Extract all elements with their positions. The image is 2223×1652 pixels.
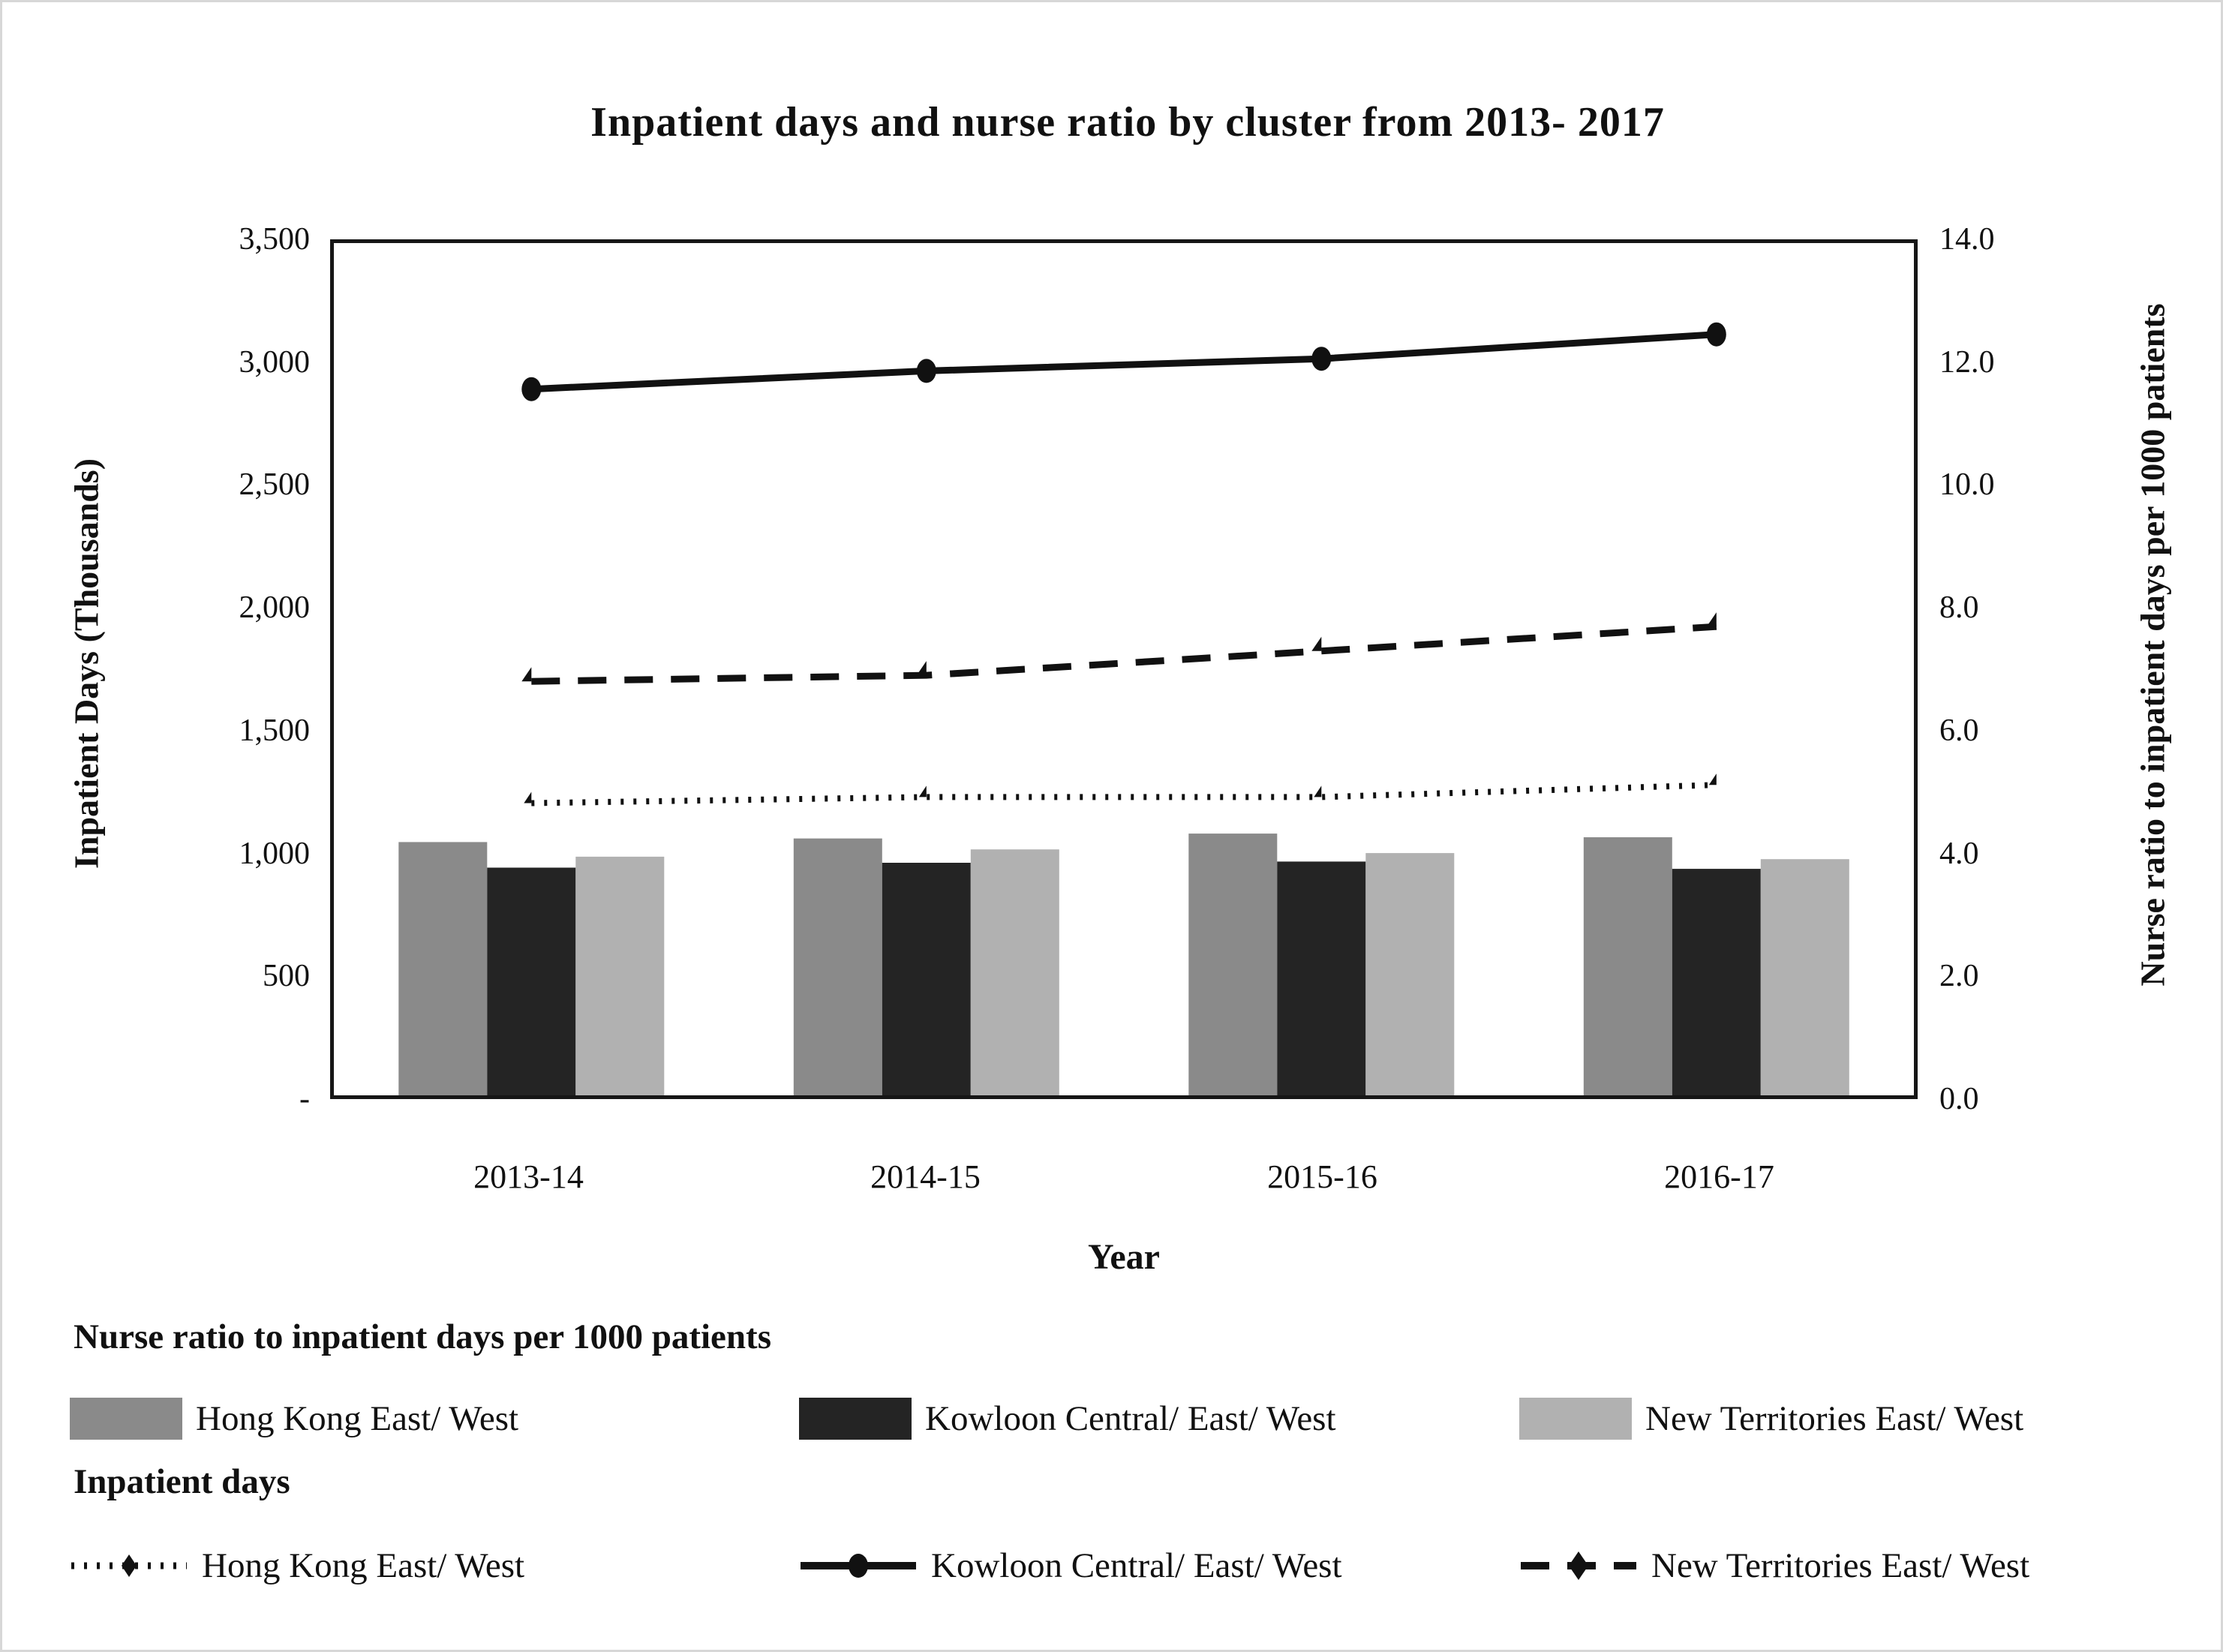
chart-title: Inpatient days and nurse ratio by cluste… — [590, 99, 1665, 146]
left-axis-tick: 2,000 — [239, 590, 311, 626]
legend-item-bars-kowloon: Kowloon Central/ East/ West — [799, 1392, 1336, 1446]
legend-swatch-hk — [70, 1398, 182, 1440]
line-marker — [1706, 612, 1717, 627]
bar-new-territories-east-west-2014-15 — [970, 849, 1059, 1095]
line-marker — [1708, 773, 1717, 785]
line-marker — [122, 1554, 137, 1577]
legend-swatch-nt — [1519, 1398, 1632, 1440]
line-marker — [916, 359, 936, 383]
legend-bars-heading: Nurse ratio to inpatient days per 1000 p… — [74, 1317, 771, 1356]
left-axis-tick: 1,500 — [239, 713, 311, 748]
right-axis-tick: 6.0 — [1939, 713, 1979, 748]
bar-new-territories-east-west-2016-17 — [1760, 859, 1849, 1095]
legend-label: New Territories East/ West — [1651, 1546, 2030, 1585]
legend-item-line-hk: Hong Kong East/ West — [70, 1539, 524, 1593]
right-axis-tick: 14.0 — [1939, 222, 1995, 257]
line-marker — [524, 791, 532, 803]
right-axis-tick: 0.0 — [1939, 1082, 1979, 1116]
line-marker — [1311, 347, 1332, 371]
dashed-line-sample-icon — [1521, 1551, 1636, 1580]
legend-label: Hong Kong East/ West — [202, 1546, 525, 1585]
dotted-line-sample-icon — [71, 1554, 187, 1577]
line-hong-kong-east-west — [531, 782, 1717, 806]
line-marker — [521, 377, 542, 401]
line-marker — [1311, 636, 1322, 651]
legend-swatch-kowloon — [799, 1398, 912, 1440]
line-marker — [1314, 785, 1322, 797]
line-marker — [1706, 322, 1726, 347]
right-axis-title: Nurse ratio to inpatient days per 1000 p… — [2133, 303, 2172, 987]
line-marker — [849, 1554, 868, 1578]
legend-item-line-nt: New Territories East/ West — [1519, 1539, 2029, 1593]
legend-label: Kowloon Central/ East/ West — [925, 1399, 1336, 1438]
chart-canvas — [398, 322, 1849, 1095]
bar-kowloon-central-east-west-2013-14 — [487, 867, 576, 1095]
x-axis-tick: 2016-17 — [1664, 1158, 1774, 1195]
right-axis-tick: 10.0 — [1939, 467, 1995, 503]
bar-hong-kong-east-west-2014-15 — [793, 838, 882, 1095]
line-kowloon-central-east-west — [531, 331, 1717, 393]
legend-item-line-kowloon: Kowloon Central/ East/ West — [799, 1539, 1342, 1593]
bar-hong-kong-east-west-2016-17 — [1583, 837, 1672, 1095]
line-marker — [1569, 1551, 1588, 1580]
right-axis-tick: 8.0 — [1939, 590, 1979, 626]
bar-hong-kong-east-west-2013-14 — [398, 842, 488, 1095]
x-axis-tick: 2015-16 — [1267, 1158, 1377, 1195]
line-marker — [918, 785, 927, 797]
left-axis-tick: - — [299, 1082, 310, 1116]
left-axis-tick: 1,000 — [239, 836, 311, 871]
line-marker — [916, 661, 927, 676]
right-axis-tick: 12.0 — [1939, 344, 1995, 380]
line-marker — [521, 667, 532, 682]
legend-item-bars-nt: New Territories East/ West — [1519, 1392, 2023, 1446]
legend-lines-heading: Inpatient days — [74, 1462, 290, 1501]
bar-new-territories-east-west-2015-16 — [1365, 853, 1455, 1095]
line-new-territories-east-west — [531, 623, 1717, 685]
x-axis-title: Year — [1088, 1237, 1160, 1277]
left-axis-tick: 3,000 — [239, 344, 311, 380]
plot-area — [330, 239, 1918, 1099]
legend-label: New Territories East/ West — [1645, 1399, 2024, 1438]
bar-hong-kong-east-west-2015-16 — [1188, 834, 1278, 1095]
right-axis-tick: 4.0 — [1939, 836, 1979, 871]
x-axis-tick: 2013-14 — [473, 1158, 584, 1195]
legend-label: Hong Kong East/ West — [196, 1399, 519, 1438]
bar-new-territories-east-west-2013-14 — [575, 856, 665, 1095]
bar-kowloon-central-east-west-2014-15 — [882, 863, 971, 1095]
solid-line-sample-icon — [801, 1554, 916, 1578]
bar-kowloon-central-east-west-2015-16 — [1277, 861, 1366, 1095]
right-axis-tick: 2.0 — [1939, 959, 1979, 994]
legend-label: Kowloon Central/ East/ West — [931, 1546, 1342, 1585]
left-axis-tick: 2,500 — [239, 467, 311, 503]
x-axis-tick: 2014-15 — [870, 1158, 981, 1195]
left-axis-tick: 500 — [263, 959, 310, 994]
bar-kowloon-central-east-west-2016-17 — [1672, 869, 1761, 1095]
legend-item-bars-hk: Hong Kong East/ West — [70, 1392, 518, 1446]
left-axis-tick: 3,500 — [239, 222, 311, 257]
